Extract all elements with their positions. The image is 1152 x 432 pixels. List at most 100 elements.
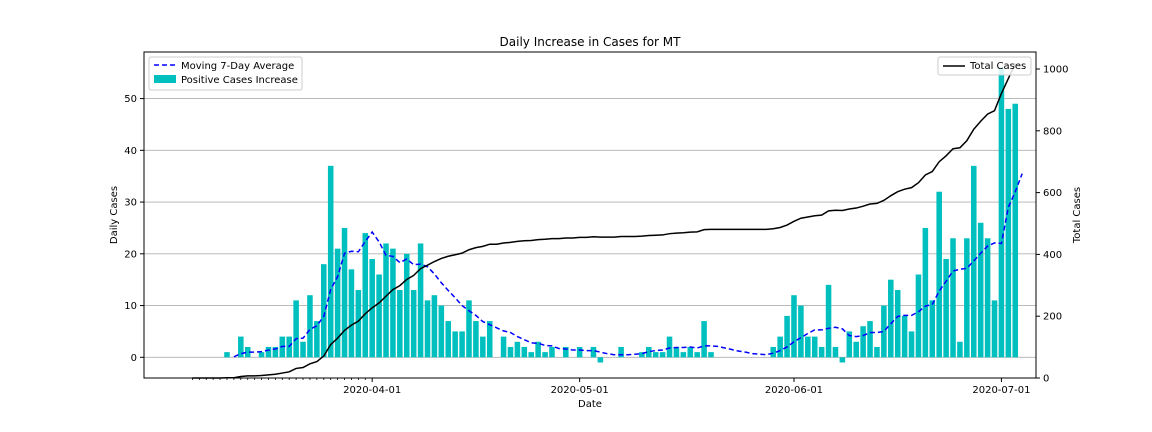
bar [666,336,673,358]
bar [659,352,666,358]
y-tick-label: 20 [124,249,137,260]
legend-positive-cases-label: Positive Cases Increase [181,75,298,86]
bar [839,357,846,363]
bar [403,253,410,358]
axes: 0 10 20 30 40 50 0 200 400 600 800 1000 2020-04-01 20… [124,64,1068,396]
legend-positive-cases-swatch [154,75,176,83]
bar [300,341,306,358]
bar [894,290,901,358]
y-tick-label: 40 [124,146,137,157]
bar [514,341,521,358]
bar [445,321,452,358]
bar [383,243,389,358]
y2-tick-label: 800 [1043,126,1062,137]
bar [521,346,528,358]
y-tick-label: 0 [131,353,137,364]
bar [528,352,534,358]
legend-right-box [937,56,1032,76]
bar [348,269,355,358]
bar [652,352,659,358]
y-tick-label: 50 [124,94,137,105]
legend-left: Moving 7-Day Average Positive Cases Incr… [148,56,303,91]
bar [929,300,936,358]
bar [466,300,472,358]
bar [950,238,956,358]
bar [535,341,541,358]
bar [639,352,645,358]
bar [701,321,707,358]
bar [563,346,569,358]
bar [936,191,942,358]
bar [224,352,230,358]
bar [901,315,908,358]
bar [362,233,369,358]
x-tick-label: 2020-06-01 [765,385,823,396]
bar [971,165,977,358]
bar [431,295,438,358]
y-tick-label: 30 [124,198,137,209]
bar [459,331,465,358]
legend-moving-average-label: Moving 7-Day Average [181,61,294,72]
bar [798,305,804,358]
bar [452,331,458,358]
bar [881,305,887,358]
bar [576,346,583,358]
bar [818,346,825,358]
bars [224,67,1019,363]
plot-frame [143,51,1037,379]
x-tick-label: 2020-04-01 [343,385,401,396]
bar [825,284,832,358]
y2-tick-label: 1000 [1043,64,1068,75]
bar [272,346,279,358]
bar [673,346,680,358]
x-tick-label: 2020-07-01 [972,385,1030,396]
bar [853,341,859,358]
y-tick-label: 10 [124,301,137,312]
bar [860,326,866,358]
bar [473,321,479,358]
bar [500,336,507,358]
bar [417,243,424,358]
y2-tick-label: 0 [1043,374,1049,385]
bar [486,321,493,358]
bar [964,238,970,358]
bar [424,300,431,358]
bar [321,264,327,358]
bar [314,321,320,358]
bar [355,290,362,358]
bar [832,346,839,358]
bar [811,336,818,358]
bar [791,295,797,358]
y2-tick-label: 600 [1043,188,1062,199]
bar [265,346,272,358]
legend-total-cases-label: Total Cases [969,61,1026,72]
bar [341,227,348,358]
bar [977,222,984,358]
bar [784,315,790,358]
bar [708,352,714,358]
legend-left-box [148,56,303,91]
bar [238,336,244,358]
bar [590,346,597,358]
bar [1005,108,1012,358]
bar [1012,103,1019,358]
bar [888,279,894,358]
bar [694,352,700,358]
bar [915,274,922,358]
bar [687,346,694,358]
y2-tick-label: 200 [1043,312,1062,323]
x-tick-label: 2020-05-01 [551,385,609,396]
bar [307,295,313,358]
legend-right: Total Cases [937,56,1032,76]
bar [258,352,265,358]
grid-lines [144,98,1036,358]
bar [618,346,624,358]
y2-tick-label: 400 [1043,250,1062,261]
bar [480,336,486,358]
bar [943,258,949,358]
y2-axis-label: Total Cases [1072,187,1083,244]
bar [805,336,811,358]
moving-average-line [233,173,1023,358]
bar [991,300,998,358]
bar [549,346,555,358]
